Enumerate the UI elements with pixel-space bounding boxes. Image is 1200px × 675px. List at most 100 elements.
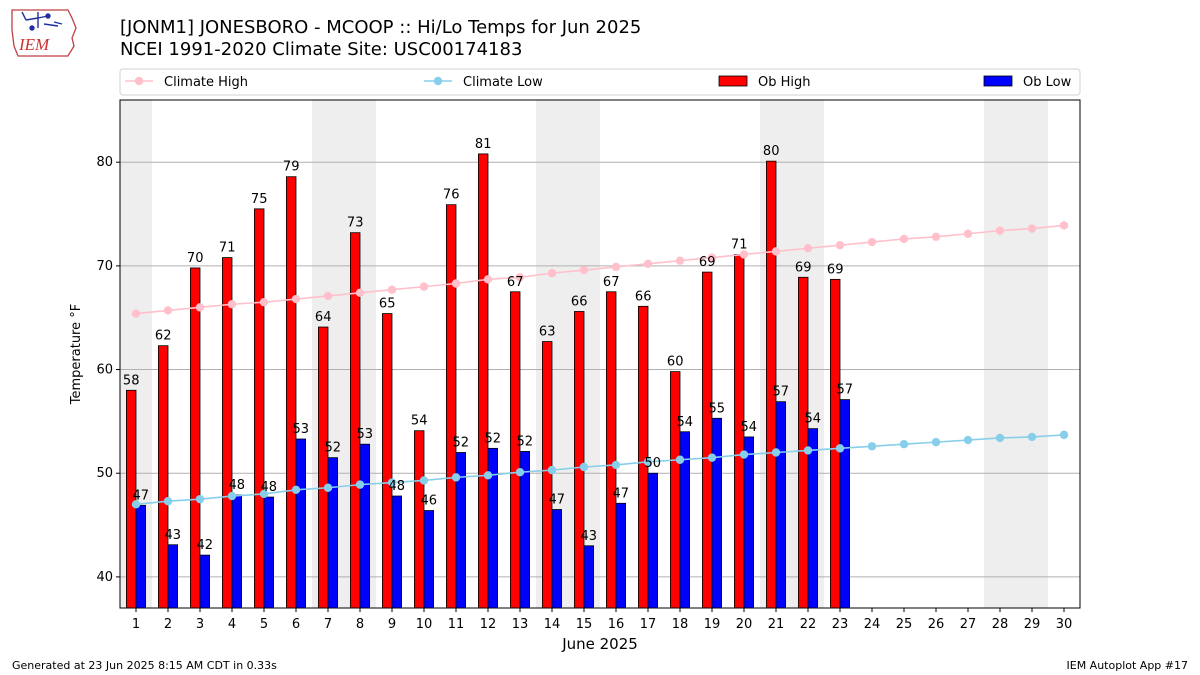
climate-high-point xyxy=(291,294,301,304)
climate-low-point xyxy=(547,465,557,475)
ob-low-label: 54 xyxy=(805,412,822,427)
ob-high-label: 64 xyxy=(315,310,332,325)
climate-low-point xyxy=(995,433,1005,443)
legend-climate-high-marker xyxy=(134,76,144,86)
climate-low-point xyxy=(675,455,685,464)
ob-high-bar xyxy=(317,326,329,609)
ob-high-label: 80 xyxy=(763,144,780,159)
climate-low-point xyxy=(291,485,301,495)
ob-high-label: 71 xyxy=(731,237,748,252)
ob-high-bar xyxy=(445,204,457,609)
ob-high-label: 69 xyxy=(699,255,716,270)
y-tick-label: 60 xyxy=(96,363,113,378)
x-tick-label: 18 xyxy=(672,617,689,632)
legend-ob-low-label: Ob Low xyxy=(1023,75,1072,90)
ob-high-label: 69 xyxy=(827,262,844,277)
ob-low-label: 52 xyxy=(453,435,470,450)
climate-high-point xyxy=(899,234,909,244)
x-tick-label: 1 xyxy=(132,617,140,632)
ob-low-label: 48 xyxy=(389,479,406,494)
legend-climate-low-marker xyxy=(433,76,443,86)
ob-high-bar xyxy=(413,430,425,609)
ob-low-label: 54 xyxy=(677,415,694,430)
chart-subtitle: NCEI 1991-2020 Climate Site: USC00174183 xyxy=(120,39,523,60)
x-tick-label: 15 xyxy=(576,617,593,632)
x-tick-label: 25 xyxy=(896,617,913,632)
ob-low-bar xyxy=(775,401,787,609)
legend-climate-high: Climate High xyxy=(125,75,248,90)
ob-low-bar xyxy=(711,417,723,609)
climate-low-point xyxy=(195,494,205,504)
ob-high-label: 75 xyxy=(251,192,268,207)
climate-high-point xyxy=(483,275,493,284)
ob-low-label: 52 xyxy=(325,441,342,456)
ob-high-bar xyxy=(830,278,841,609)
ob-high-label: 67 xyxy=(603,275,620,290)
x-tick-label: 11 xyxy=(448,617,465,632)
climate-low-point xyxy=(931,437,941,447)
ob-low-bar xyxy=(327,457,339,609)
climate-high-point xyxy=(579,265,589,275)
ob-low-bar xyxy=(263,496,275,609)
ob-low-bar xyxy=(391,495,403,609)
climate-high-point xyxy=(675,256,685,265)
x-tick-label: 28 xyxy=(992,617,1009,632)
generated-timestamp: Generated at 23 Jun 2025 8:15 AM CDT in … xyxy=(12,659,277,672)
iem-logo: IEM xyxy=(11,9,77,57)
x-tick-label: 16 xyxy=(608,617,625,632)
climate-low-point xyxy=(259,489,269,499)
x-axis-label: June 2025 xyxy=(561,635,638,653)
climate-low-point xyxy=(867,442,877,451)
ob-high-label: 58 xyxy=(123,373,140,388)
weather-station-icon xyxy=(21,11,63,31)
legend-climate-low: Climate Low xyxy=(424,75,543,90)
bars xyxy=(126,153,851,609)
climate-low-point xyxy=(707,453,717,462)
legend-ob-high-label: Ob High xyxy=(758,75,811,90)
climate-low-point xyxy=(771,448,781,457)
climate-low-point xyxy=(643,457,653,467)
x-tick-label: 5 xyxy=(260,617,268,632)
ob-low-label: 43 xyxy=(165,528,182,543)
ob-low-bar xyxy=(423,510,435,609)
legend-ob-high-swatch xyxy=(718,75,748,87)
x-tick-label: 12 xyxy=(480,617,497,632)
ob-high-label: 79 xyxy=(283,160,300,175)
legend-ob-low-swatch xyxy=(983,75,1013,87)
x-tick-label: 24 xyxy=(864,617,881,632)
climate-low-point xyxy=(323,483,333,492)
ob-high-label: 67 xyxy=(507,275,524,290)
x-tick-label: 29 xyxy=(1024,617,1041,632)
y-tick-label: 40 xyxy=(96,570,113,585)
x-tick-label: 3 xyxy=(196,617,204,632)
climate-high-point xyxy=(323,291,333,301)
climate-high-point xyxy=(419,282,429,291)
ob-high-bar xyxy=(285,176,297,609)
ob-low-bar xyxy=(615,502,627,609)
x-tick-label: 4 xyxy=(228,617,236,632)
ob-low-bar xyxy=(551,509,563,609)
ob-low-label: 46 xyxy=(421,494,438,509)
ob-low-label: 57 xyxy=(773,385,790,400)
climate-high-point xyxy=(931,232,941,242)
ob-high-label: 81 xyxy=(475,137,492,152)
climate-low-point xyxy=(387,478,397,487)
ob-low-label: 53 xyxy=(357,427,374,442)
legend-ob-low: Ob Low xyxy=(983,75,1072,90)
ob-high-label: 69 xyxy=(795,260,812,275)
climate-high-point xyxy=(163,306,173,315)
ob-high-label: 54 xyxy=(411,414,428,429)
climate-high-point xyxy=(771,247,781,256)
ob-low-label: 53 xyxy=(293,422,310,437)
x-tick-label: 13 xyxy=(512,617,529,632)
climate-low-point xyxy=(227,491,237,501)
ob-low-label: 54 xyxy=(741,420,758,435)
ob-high-bar xyxy=(798,276,809,609)
ob-high-bar xyxy=(509,291,521,609)
ob-low-label: 47 xyxy=(133,488,150,503)
ob-low-bar xyxy=(807,428,819,609)
ob-low-label: 50 xyxy=(645,456,662,471)
climate-low-point xyxy=(835,444,845,453)
climate-low-point xyxy=(163,497,173,506)
